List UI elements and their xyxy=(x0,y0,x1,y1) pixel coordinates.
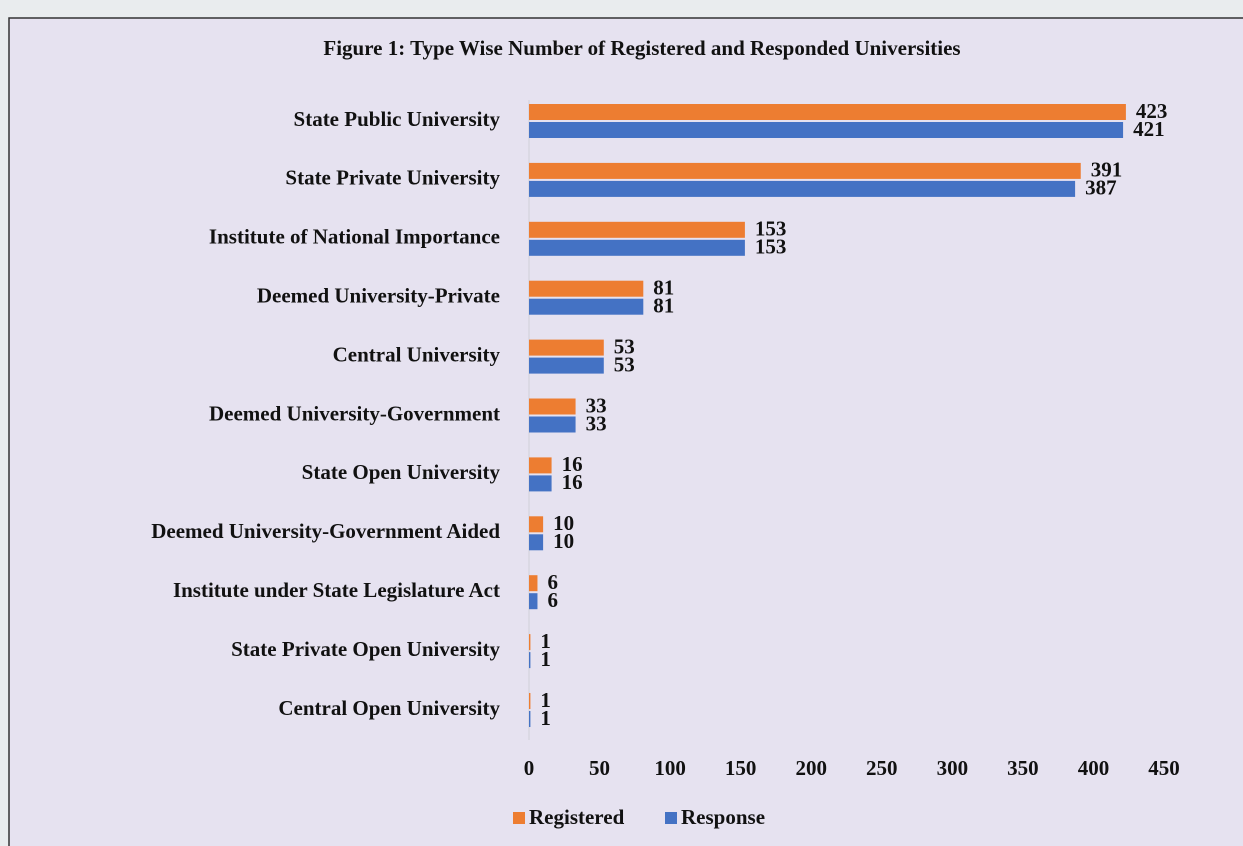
value-label: 1 xyxy=(540,629,551,653)
x-tick-label: 450 xyxy=(1148,756,1180,780)
value-label: 6 xyxy=(547,588,558,612)
value-label: 1 xyxy=(540,706,551,730)
x-tick-label: 50 xyxy=(589,756,610,780)
bar xyxy=(529,104,1126,120)
category-label: Deemed University-Private xyxy=(257,284,500,308)
category-label: Central Open University xyxy=(278,696,500,720)
bar xyxy=(529,457,552,474)
value-label: 391 xyxy=(1091,158,1123,182)
bar xyxy=(529,711,531,727)
bar xyxy=(529,339,604,356)
category-label: State Open University xyxy=(302,460,501,484)
value-label: 387 xyxy=(1085,176,1117,200)
category-label: Central University xyxy=(333,342,501,366)
value-label: 10 xyxy=(553,529,574,553)
x-tick-label: 250 xyxy=(866,756,898,780)
bar xyxy=(529,475,552,492)
x-tick-label: 200 xyxy=(795,756,827,780)
bar xyxy=(529,693,531,709)
legend-label: Response xyxy=(681,805,765,829)
category-label: State Private Open University xyxy=(231,637,500,661)
bar xyxy=(529,593,538,610)
bar xyxy=(529,298,644,315)
x-tick-label: 350 xyxy=(1007,756,1039,780)
category-label: State Private University xyxy=(285,166,500,190)
value-label: 153 xyxy=(755,235,787,259)
value-label: 10 xyxy=(553,511,574,535)
legend-swatch xyxy=(665,812,677,824)
chart-frame xyxy=(8,17,1243,846)
bar xyxy=(529,634,531,651)
category-label: Deemed University-Government Aided xyxy=(151,519,500,543)
bar xyxy=(529,416,576,433)
category-label: Institute of National Importance xyxy=(209,225,500,249)
bar xyxy=(529,516,544,533)
bar xyxy=(529,534,544,551)
value-label: 153 xyxy=(755,217,787,241)
value-label: 53 xyxy=(614,334,635,358)
x-tick-label: 0 xyxy=(524,756,535,780)
value-label: 421 xyxy=(1133,117,1165,141)
bar xyxy=(529,221,745,238)
x-tick-label: 100 xyxy=(654,756,686,780)
bar xyxy=(529,162,1081,179)
bar xyxy=(529,652,531,669)
category-label: State Public University xyxy=(294,107,501,131)
chart-title: Figure 1: Type Wise Number of Registered… xyxy=(323,36,960,60)
value-label: 33 xyxy=(586,393,607,417)
value-label: 16 xyxy=(562,470,583,494)
bar xyxy=(529,398,576,415)
bar xyxy=(529,575,538,592)
value-label: 1 xyxy=(540,647,551,671)
category-label: Institute under State Legislature Act xyxy=(173,578,500,602)
x-tick-label: 300 xyxy=(937,756,969,780)
value-label: 1 xyxy=(540,688,551,712)
bar xyxy=(529,122,1124,138)
value-label: 81 xyxy=(653,276,674,300)
x-tick-label: 400 xyxy=(1078,756,1110,780)
x-tick-label: 150 xyxy=(725,756,757,780)
value-label: 33 xyxy=(586,411,607,435)
category-label: Deemed University-Government xyxy=(209,401,500,425)
value-label: 81 xyxy=(653,294,674,318)
bar xyxy=(529,357,604,374)
value-label: 16 xyxy=(562,452,583,476)
bar xyxy=(529,280,644,297)
bar xyxy=(529,239,745,256)
value-label: 423 xyxy=(1136,99,1168,123)
value-label: 6 xyxy=(547,570,558,594)
value-label: 53 xyxy=(614,352,635,376)
legend-label: Registered xyxy=(529,805,625,829)
bar xyxy=(529,180,1076,197)
legend-swatch xyxy=(513,812,525,824)
